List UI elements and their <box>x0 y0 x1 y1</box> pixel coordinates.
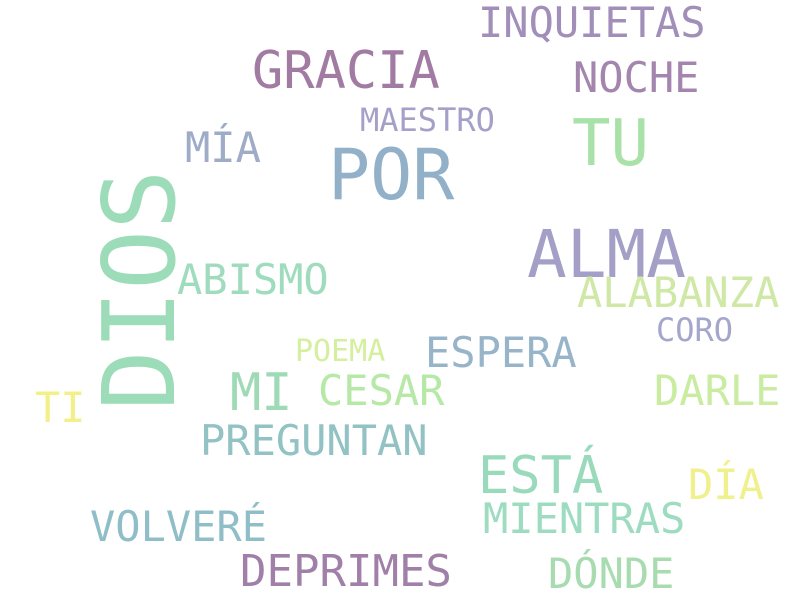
word-gracia: GRACIA <box>252 41 440 101</box>
word-dia: DÍA <box>688 460 764 509</box>
word-darle: DARLE <box>654 366 781 415</box>
word-mia: MÍA <box>185 123 261 172</box>
word-espera: ESPERA <box>425 328 577 377</box>
word-dios: DIOS <box>81 169 198 411</box>
word-esta: ESTÁ <box>478 446 604 506</box>
word-donde: DÓNDE <box>548 549 675 598</box>
word-ti: TI <box>35 383 86 432</box>
word-cesar: CESAR <box>318 366 445 415</box>
word-por: POR <box>328 134 455 216</box>
word-alma: ALMA <box>527 216 686 293</box>
word-abismo: ABISMO <box>177 255 329 304</box>
word-preguntan: PREGUNTAN <box>200 416 428 465</box>
word-tu: TU <box>572 107 650 181</box>
word-alabanza: ALABANZA <box>577 268 780 317</box>
word-mientras: MIENTRAS <box>483 494 686 543</box>
word-noche: NOCHE <box>573 53 700 102</box>
word-poema: POEMA <box>295 334 386 369</box>
word-inquietas: INQUIETAS <box>478 0 706 47</box>
word-maestro: MAESTRO <box>360 101 495 139</box>
word-coro: CORO <box>656 311 734 349</box>
word-volvere: VOLVERÉ <box>90 502 268 551</box>
word-dios-vertical: DIOS <box>81 170 198 411</box>
word-mi: MI <box>230 363 293 423</box>
word-deprimes: DEPRIMES <box>240 546 452 597</box>
